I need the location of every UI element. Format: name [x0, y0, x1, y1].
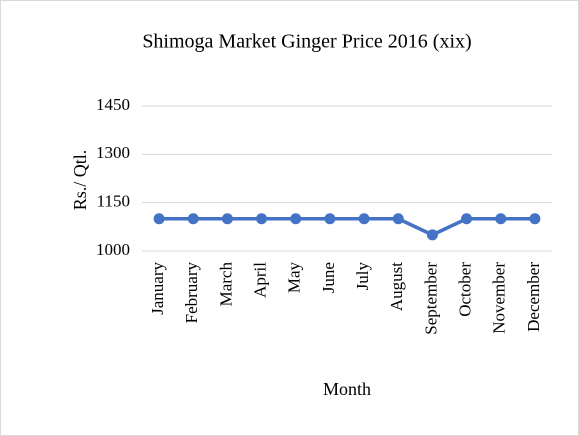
- marker: [392, 213, 404, 225]
- marker: [187, 213, 199, 225]
- x-tick-label: August: [387, 262, 406, 311]
- x-tick-label: February: [182, 262, 201, 324]
- marker: [290, 213, 302, 225]
- marker: [495, 213, 507, 225]
- x-tick-label: October: [455, 262, 474, 317]
- marker: [221, 213, 233, 225]
- y-axis-label: Rs./ Qtl.: [70, 150, 90, 211]
- y-tick-label: 1000: [96, 240, 130, 259]
- marker: [153, 213, 165, 225]
- x-tick-label: May: [285, 262, 304, 294]
- y-tick-label: 1450: [96, 95, 130, 114]
- x-tick-label: September: [421, 262, 440, 335]
- marker: [529, 213, 541, 225]
- marker: [461, 213, 473, 225]
- line: [159, 217, 535, 237]
- x-tick-label: July: [353, 262, 372, 291]
- x-tick-label: April: [250, 262, 269, 298]
- marker: [426, 229, 438, 241]
- x-tick-label: November: [490, 262, 509, 334]
- x-tick-label: December: [524, 262, 543, 332]
- y-tick-label: 1300: [96, 143, 130, 162]
- marker: [358, 213, 370, 225]
- marker: [324, 213, 336, 225]
- x-tick-label: June: [319, 262, 338, 293]
- x-axis-label: Month: [323, 379, 371, 399]
- marker: [256, 213, 268, 225]
- x-tick-label: March: [216, 262, 235, 307]
- y-tick-label: 1150: [97, 192, 130, 211]
- chart-title: Shimoga Market Ginger Price 2016 (xix): [142, 31, 471, 53]
- x-tick-label: January: [148, 262, 167, 315]
